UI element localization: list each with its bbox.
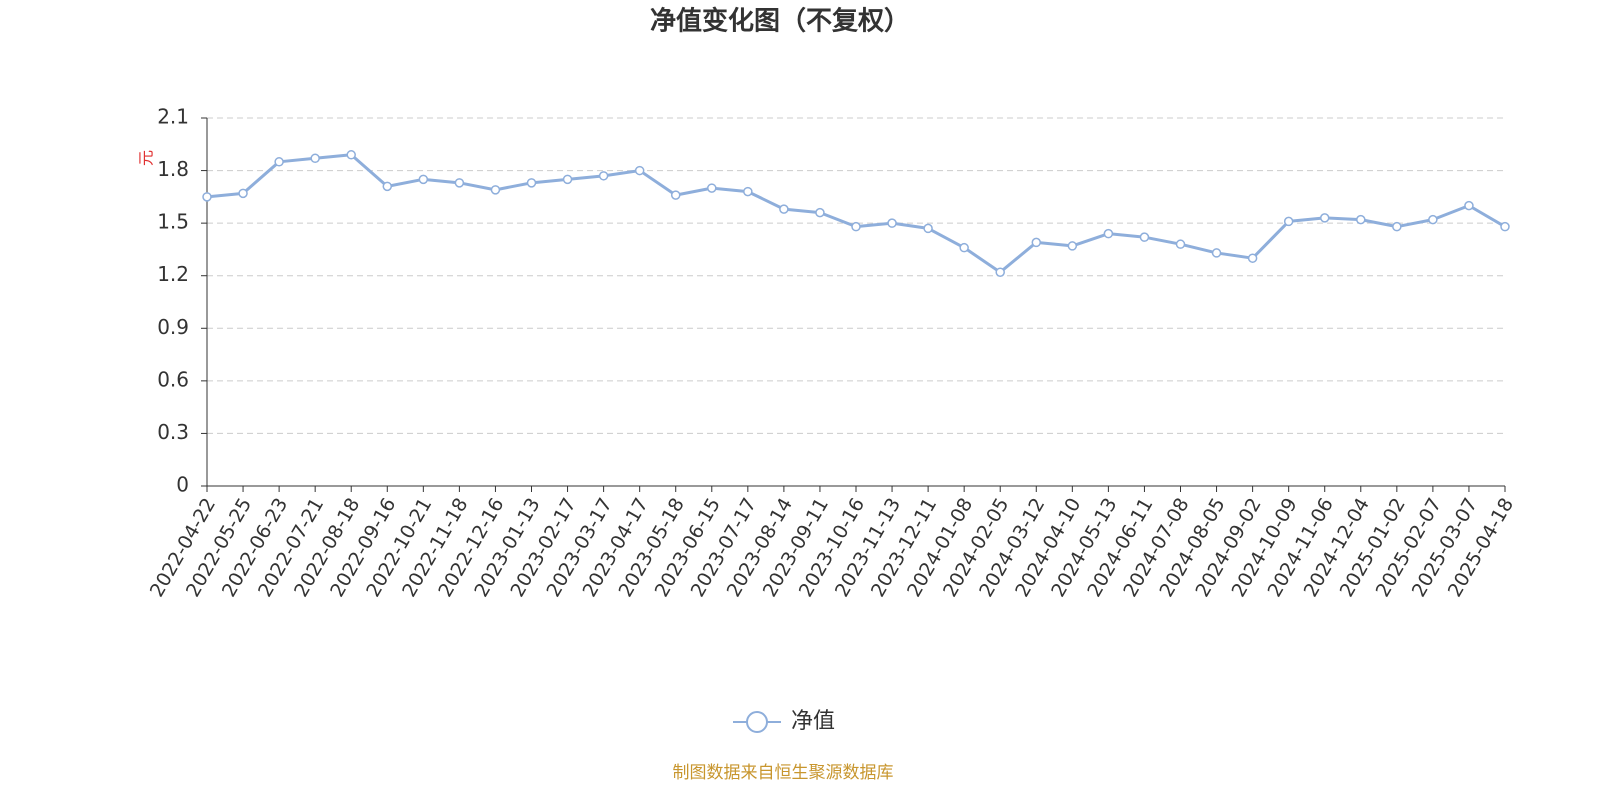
data-point <box>1392 221 1402 232</box>
data-point <box>274 157 284 167</box>
chart-title: 净值变化图（不复权） <box>650 6 910 37</box>
data-point <box>923 223 933 234</box>
data-point <box>346 150 356 160</box>
data-point <box>887 218 897 228</box>
data-point <box>1175 239 1186 249</box>
data-point <box>1211 248 1222 258</box>
data-point <box>851 221 861 232</box>
data-point <box>526 178 537 188</box>
legend-label: 净值 <box>791 709 835 734</box>
source-note: 制图数据来自恒生聚源数据库 <box>673 763 894 783</box>
series-line <box>206 153 1506 274</box>
y-tick-label: 1.8 <box>157 157 189 181</box>
data-point <box>670 190 681 200</box>
data-point <box>562 174 573 185</box>
data-point <box>1283 216 1294 227</box>
data-point <box>1500 221 1510 232</box>
y-tick-label: 1.2 <box>157 262 189 286</box>
data-point <box>454 178 465 188</box>
data-point <box>1247 253 1258 263</box>
y-tick-label: 0.6 <box>157 367 189 391</box>
data-point <box>598 171 609 181</box>
data-point <box>959 242 969 253</box>
data-point <box>1428 214 1438 225</box>
data-point <box>1464 200 1474 211</box>
data-point <box>995 267 1005 277</box>
y-tick-label: 0.3 <box>157 420 189 444</box>
data-point <box>1031 237 1042 248</box>
data-point <box>418 174 429 185</box>
data-point <box>779 204 789 214</box>
data-point <box>310 153 320 164</box>
data-point <box>1067 241 1078 251</box>
legend-marker <box>746 711 768 733</box>
data-point <box>202 192 212 202</box>
data-point <box>707 183 717 193</box>
data-point <box>382 181 393 192</box>
data-point <box>1356 214 1366 225</box>
data-point <box>238 188 248 199</box>
data-point <box>1319 213 1330 223</box>
y-tick-label: 0.9 <box>157 315 189 339</box>
data-point <box>815 207 825 218</box>
data-point <box>1139 232 1150 242</box>
y-axis-label: 元 <box>137 150 156 166</box>
y-tick-label: 1.5 <box>157 210 189 234</box>
data-point <box>490 185 501 195</box>
data-point <box>634 165 645 176</box>
y-tick-label: 0 <box>176 473 189 497</box>
y-tick-label: 2.1 <box>157 105 189 129</box>
data-point <box>743 186 753 197</box>
data-point <box>1103 228 1114 239</box>
